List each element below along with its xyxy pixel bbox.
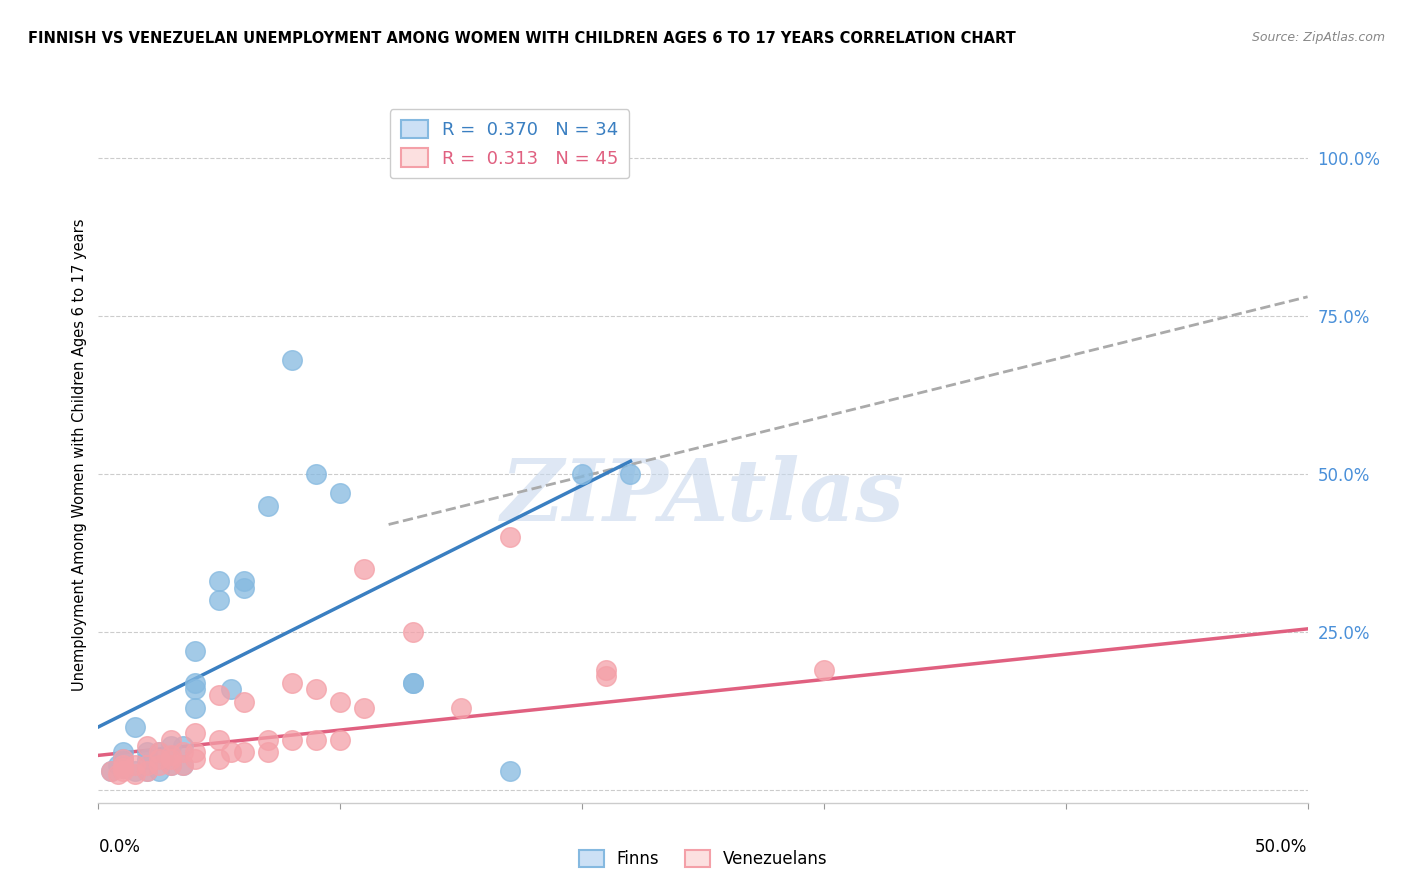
Point (148, 764, 170, 779)
Point (232, 581, 254, 595)
Point (221, 745, 243, 759)
Point (124, 767, 146, 781)
Point (208, 751, 231, 765)
Point (160, 739, 183, 753)
Point (184, 751, 207, 765)
Point (232, 695, 254, 709)
Point (498, 764, 520, 779)
Point (571, 467, 593, 481)
Point (221, 681, 243, 696)
Point (329, 695, 352, 709)
Point (160, 732, 183, 747)
Point (172, 739, 194, 753)
Point (281, 353, 304, 368)
Point (208, 593, 231, 607)
Point (281, 732, 304, 747)
Point (184, 681, 207, 696)
Point (160, 757, 183, 772)
Point (172, 757, 194, 772)
Legend: R =  0.370   N = 34, R =  0.313   N = 45: R = 0.370 N = 34, R = 0.313 N = 45 (389, 109, 630, 178)
Text: Source: ZipAtlas.com: Source: ZipAtlas.com (1251, 31, 1385, 45)
Point (305, 467, 328, 481)
Point (172, 745, 194, 759)
Point (124, 757, 146, 772)
Point (232, 574, 254, 589)
Point (256, 745, 278, 759)
Point (148, 751, 170, 765)
Point (353, 562, 375, 576)
Point (353, 701, 375, 715)
Point (402, 675, 425, 690)
Point (208, 732, 231, 747)
Text: ZIPAtlas: ZIPAtlas (501, 455, 905, 539)
Point (111, 751, 134, 765)
Point (135, 757, 157, 772)
Y-axis label: Unemployment Among Women with Children Ages 6 to 17 years: Unemployment Among Women with Children A… (72, 219, 87, 691)
Point (450, 701, 472, 715)
Point (329, 732, 352, 747)
Point (160, 748, 183, 763)
Point (305, 681, 328, 696)
Point (160, 751, 183, 765)
Point (100, 764, 122, 779)
Point (111, 761, 134, 775)
Point (184, 745, 207, 759)
Point (402, 675, 425, 690)
Point (148, 745, 170, 759)
Point (256, 499, 278, 513)
Point (184, 726, 207, 740)
Point (100, 764, 122, 779)
Point (595, 663, 617, 677)
Point (402, 625, 425, 640)
Text: 50.0%: 50.0% (1256, 838, 1308, 855)
Point (107, 757, 129, 772)
Point (595, 669, 617, 683)
Point (172, 757, 194, 772)
Point (111, 751, 134, 765)
Point (135, 764, 157, 779)
Point (305, 732, 328, 747)
Point (619, 467, 641, 481)
Point (135, 739, 157, 753)
Point (135, 751, 157, 765)
Text: 0.0%: 0.0% (98, 838, 141, 855)
Point (184, 701, 207, 715)
Point (107, 767, 129, 781)
Point (498, 530, 520, 544)
Point (329, 486, 352, 500)
Point (281, 675, 304, 690)
Point (135, 764, 157, 779)
Point (124, 720, 146, 734)
Point (208, 688, 231, 702)
Point (813, 663, 835, 677)
Point (184, 675, 207, 690)
Point (160, 757, 183, 772)
Point (135, 745, 157, 759)
Point (124, 764, 146, 779)
Text: FINNISH VS VENEZUELAN UNEMPLOYMENT AMONG WOMEN WITH CHILDREN AGES 6 TO 17 YEARS : FINNISH VS VENEZUELAN UNEMPLOYMENT AMONG… (28, 31, 1017, 46)
Point (148, 757, 170, 772)
Point (111, 757, 134, 772)
Legend: Finns, Venezuelans: Finns, Venezuelans (572, 843, 834, 875)
Point (256, 732, 278, 747)
Point (111, 745, 134, 759)
Point (148, 745, 170, 759)
Point (232, 745, 254, 759)
Point (184, 644, 207, 658)
Point (111, 761, 134, 775)
Point (111, 764, 134, 779)
Point (208, 574, 231, 589)
